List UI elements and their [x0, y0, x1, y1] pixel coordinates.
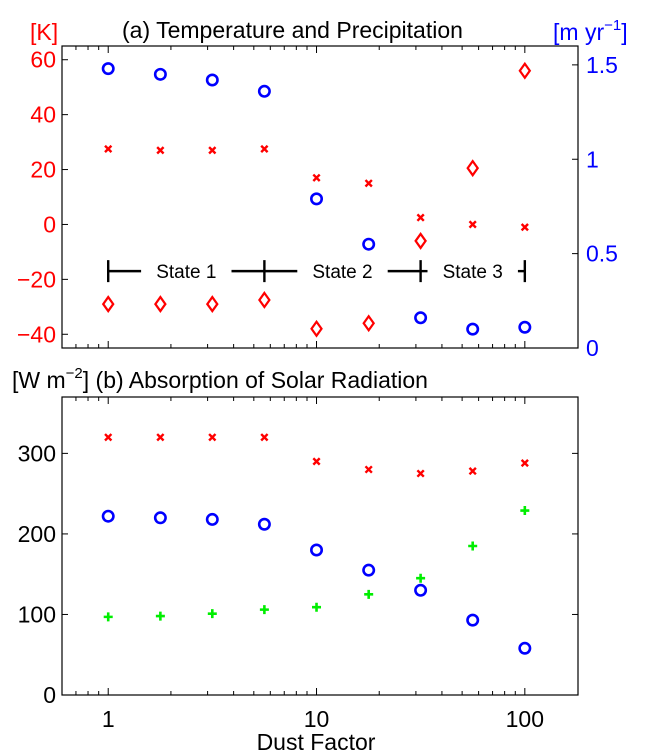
panel-a-left-ylabel: [K]: [30, 19, 58, 45]
panel-a-frame: [61, 45, 579, 349]
panel-b-point-x: [208, 433, 217, 442]
panel-b-point-x: [104, 433, 113, 442]
x-tick-label: 1: [102, 706, 115, 732]
panel-b-yticks: 300 200 100 0: [18, 440, 578, 708]
panel-a-left-yticks: 60 40 20 0 −20 −40: [17, 47, 68, 347]
panel-a-left-tick-label: 40: [30, 102, 56, 128]
panel-b-point-plus: [207, 609, 217, 619]
panel-a-markers: [101, 61, 532, 338]
panel-a-point-diamond: [258, 291, 271, 309]
panel-a-title: (a) Temperature and Precipitation: [122, 17, 463, 43]
panel-a-left-tick-label: −40: [17, 321, 56, 347]
panel-a-point-x: [468, 220, 477, 229]
panel-a-point-x: [156, 146, 165, 155]
panel-a-left-tick-label: 0: [43, 211, 56, 237]
x-axis-label: Dust Factor: [257, 729, 376, 755]
panel-b-xticks: 1 10 100: [61, 397, 544, 732]
state-label: State 2: [312, 262, 372, 283]
panel-a-point-circle: [414, 311, 428, 325]
panel-b-point-circle: [362, 563, 376, 577]
panel-a-point-circle: [257, 84, 271, 98]
panel-a-point-circle: [310, 192, 324, 206]
panel-b-point-x: [312, 457, 321, 466]
panel-b-point-x: [468, 467, 477, 476]
panel-a-point-x: [364, 179, 373, 188]
panel-b-point-circle: [153, 511, 167, 525]
panel-b-point-circle: [310, 543, 324, 557]
panel-a-point-diamond: [205, 295, 219, 313]
panel-a-left-tick-label: 60: [30, 47, 56, 73]
panel-b-point-plus: [520, 506, 530, 516]
panel-a-point-x: [208, 146, 217, 155]
panel-a-point-circle: [466, 322, 480, 336]
panel-a-point-circle: [101, 62, 115, 76]
panel-b-tick-label: 200: [18, 521, 56, 547]
panel-b-point-x: [416, 469, 425, 478]
panel-b-point-circle: [205, 512, 219, 526]
panel-b-point-plus: [416, 573, 426, 583]
panel-b-point-x: [156, 433, 165, 442]
panel-b-title: [W m−2] (b) Absorption of Solar Radiatio…: [12, 365, 428, 393]
panel-b-point-plus: [468, 541, 478, 551]
panel-a-left-tick-label: −20: [17, 266, 56, 292]
state-label: State 1: [156, 262, 216, 283]
panel-b-point-circle: [257, 517, 271, 531]
x-tick-label: 100: [506, 706, 544, 732]
panel-b-point-x: [520, 458, 529, 468]
panel-a-right-ylabel: [m yr−1]: [553, 17, 628, 45]
panel-a-point-diamond: [154, 295, 167, 313]
panel-b-markers: [101, 433, 532, 655]
panel-a-point-diamond: [518, 61, 532, 80]
panel-b-point-x: [364, 465, 373, 474]
panel-b-tick-label: 100: [18, 601, 56, 627]
panel-a-right-tick-label: 0.5: [586, 241, 618, 267]
panel-a-left-tick-label: 20: [30, 157, 56, 183]
panel-b-frame: [61, 396, 579, 696]
panel-a: [K] (a) Temperature and Precipitation [m…: [17, 17, 628, 361]
panel-b: [W m−2] (b) Absorption of Solar Radiatio…: [12, 365, 579, 755]
panel-a-point-x: [520, 223, 529, 232]
panel-b-point-plus: [259, 605, 269, 615]
panel-a-point-circle: [362, 237, 376, 251]
panel-a-right-tick-label: 1: [586, 146, 599, 172]
panel-b-tick-label: 0: [43, 682, 56, 708]
panel-a-point-x: [312, 173, 321, 182]
state-annotations: State 1 State 2 State 3: [107, 260, 527, 283]
panel-a-point-diamond: [101, 295, 115, 313]
state-label: State 3: [443, 262, 503, 283]
panel-a-point-circle: [518, 320, 532, 334]
panel-b-point-plus: [103, 612, 113, 622]
panel-b-point-x: [260, 433, 269, 442]
panel-a-point-circle: [153, 67, 167, 81]
panel-a-point-diamond: [362, 314, 376, 333]
panel-a-point-diamond: [466, 159, 480, 178]
panel-b-tick-label: 300: [18, 440, 56, 466]
panel-b-point-circle: [518, 641, 532, 655]
panel-a-point-x: [104, 144, 113, 154]
panel-a-right-yticks: 1.5 1 0.5 0: [572, 52, 618, 361]
panel-b-point-plus: [364, 589, 374, 599]
panel-a-right-tick-label: 1.5: [586, 52, 618, 78]
panel-b-point-circle: [101, 509, 115, 523]
panel-b-point-plus: [155, 611, 165, 621]
panel-a-point-x: [260, 144, 269, 154]
panel-a-point-x: [416, 213, 425, 222]
panel-a-point-diamond: [310, 319, 323, 338]
panel-a-point-diamond: [414, 232, 427, 250]
panel-a-right-tick-label: 0: [586, 335, 599, 361]
panel-b-point-plus: [312, 602, 322, 612]
x-tick-label: 10: [304, 706, 330, 732]
panel-b-point-circle: [414, 583, 428, 597]
panel-a-xticks: [61, 46, 526, 348]
panel-a-point-circle: [205, 73, 219, 87]
panel-b-point-circle: [466, 613, 480, 627]
